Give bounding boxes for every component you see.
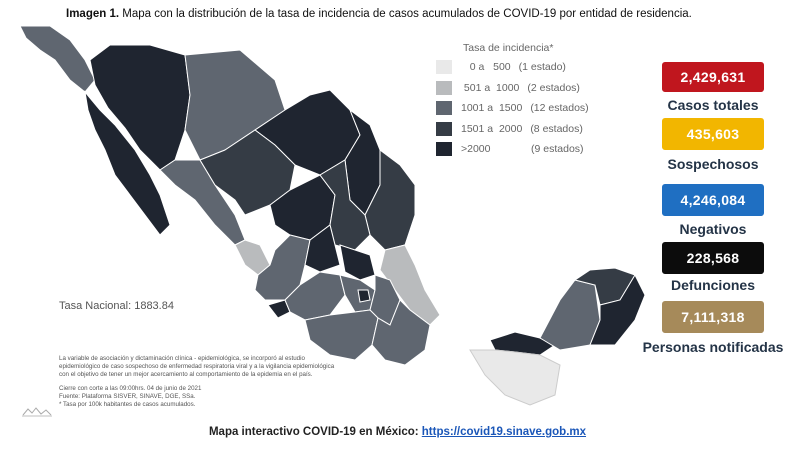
stat-defunciones-box: 228,568 bbox=[662, 242, 764, 274]
state-cdmx bbox=[357, 289, 371, 303]
note-line: La variable de asociación y dictaminació… bbox=[59, 355, 305, 362]
stat-personas-label: Personas notificadas bbox=[642, 339, 784, 355]
caption-text: Mapa con la distribución de la tasa de i… bbox=[122, 8, 692, 20]
stat-value: 7,111,318 bbox=[681, 309, 745, 325]
southeast-map bbox=[469, 267, 646, 406]
legend-range: 1001 a 1500 bbox=[461, 102, 523, 115]
stat-negativos-box: 4,246,084 bbox=[662, 184, 764, 216]
state-campeche bbox=[539, 279, 601, 351]
stat-value: 228,568 bbox=[686, 250, 740, 266]
figure-caption: Imagen 1. Mapa con la distribución de la… bbox=[66, 8, 692, 20]
legend-item: 1501 a 2000 (8 estados) bbox=[436, 119, 589, 140]
stat-defunciones-label: Defunciones bbox=[670, 277, 755, 293]
legend-range: 501 a 1000 bbox=[461, 81, 520, 94]
footnotes: La variable de asociación y dictaminació… bbox=[59, 355, 399, 409]
footer-text: Mapa interactivo COVID-19 en México: bbox=[208, 426, 422, 438]
legend-count: (9 estados) bbox=[531, 143, 584, 156]
legend-count: (2 estados) bbox=[527, 81, 580, 94]
tasa-nacional: Tasa Nacional: 1883.84 bbox=[59, 300, 174, 312]
stat-value: 4,246,084 bbox=[680, 192, 746, 208]
legend-swatch bbox=[436, 101, 452, 116]
legend-range: >2000 bbox=[461, 143, 491, 156]
stat-personas-box: 7,111,318 bbox=[662, 301, 764, 333]
stat-casos-totales-label: Casos totales bbox=[667, 97, 759, 113]
legend-swatch bbox=[436, 121, 452, 136]
note-line: epidemiológico de caso sospechoso de enf… bbox=[59, 363, 335, 370]
legend-range: 1501 a 2000 bbox=[461, 122, 523, 135]
legend-swatch bbox=[436, 80, 452, 95]
state-oaxaca bbox=[371, 299, 431, 366]
state-chiapas bbox=[469, 349, 561, 406]
note-line: Cierre con corte a las 09:00hrs. 04 de j… bbox=[59, 385, 202, 392]
footer: Mapa interactivo COVID-19 en México: htt… bbox=[0, 426, 795, 438]
stat-negativos-label: Negativos bbox=[679, 221, 747, 237]
note-line: * Tasa por 100k habitantes de casos acum… bbox=[59, 401, 196, 408]
note-line: Fuente: Plataforma SISVER, SINAVE, DGE, … bbox=[59, 393, 196, 400]
state-quintana-roo bbox=[589, 273, 646, 346]
legend: Tasa de incidencia* 0 a 500 (1 estado) 5… bbox=[436, 42, 589, 160]
state-baja-california-sur bbox=[84, 90, 171, 236]
stat-value: 435,603 bbox=[686, 126, 740, 142]
state-san-luis-potosi bbox=[319, 159, 371, 251]
stat-casos-totales-box: 2,429,631 bbox=[662, 62, 764, 92]
legend-count: (12 estados) bbox=[530, 102, 589, 115]
legend-title: Tasa de incidencia* bbox=[463, 42, 554, 54]
stat-value: 2,429,631 bbox=[680, 69, 746, 85]
legend-item: 1001 a 1500 (12 estados) bbox=[436, 98, 589, 119]
legend-item: 501 a 1000 (2 estados) bbox=[436, 78, 589, 99]
footer-link[interactable]: https://covid19.sinave.gob.mx bbox=[421, 426, 587, 438]
legend-count: (1 estado) bbox=[518, 61, 566, 74]
logo-icon bbox=[22, 407, 52, 417]
stat-sospechosos-box: 435,603 bbox=[662, 118, 764, 150]
legend-item: >2000 (9 estados) bbox=[436, 139, 589, 160]
legend-swatch bbox=[436, 142, 452, 157]
stat-sospechosos-label: Sospechosos bbox=[667, 156, 759, 172]
state-guanajuato bbox=[304, 224, 341, 273]
note-line: con el objetivo de tener un mejor acerca… bbox=[59, 371, 313, 378]
mexico-map bbox=[19, 25, 440, 366]
legend-range: 0 a 500 bbox=[461, 61, 511, 74]
legend-swatch bbox=[436, 60, 452, 75]
caption-prefix: Imagen 1. bbox=[66, 8, 120, 20]
legend-count: (8 estados) bbox=[530, 122, 583, 135]
legend-item: 0 a 500 (1 estado) bbox=[436, 57, 589, 78]
